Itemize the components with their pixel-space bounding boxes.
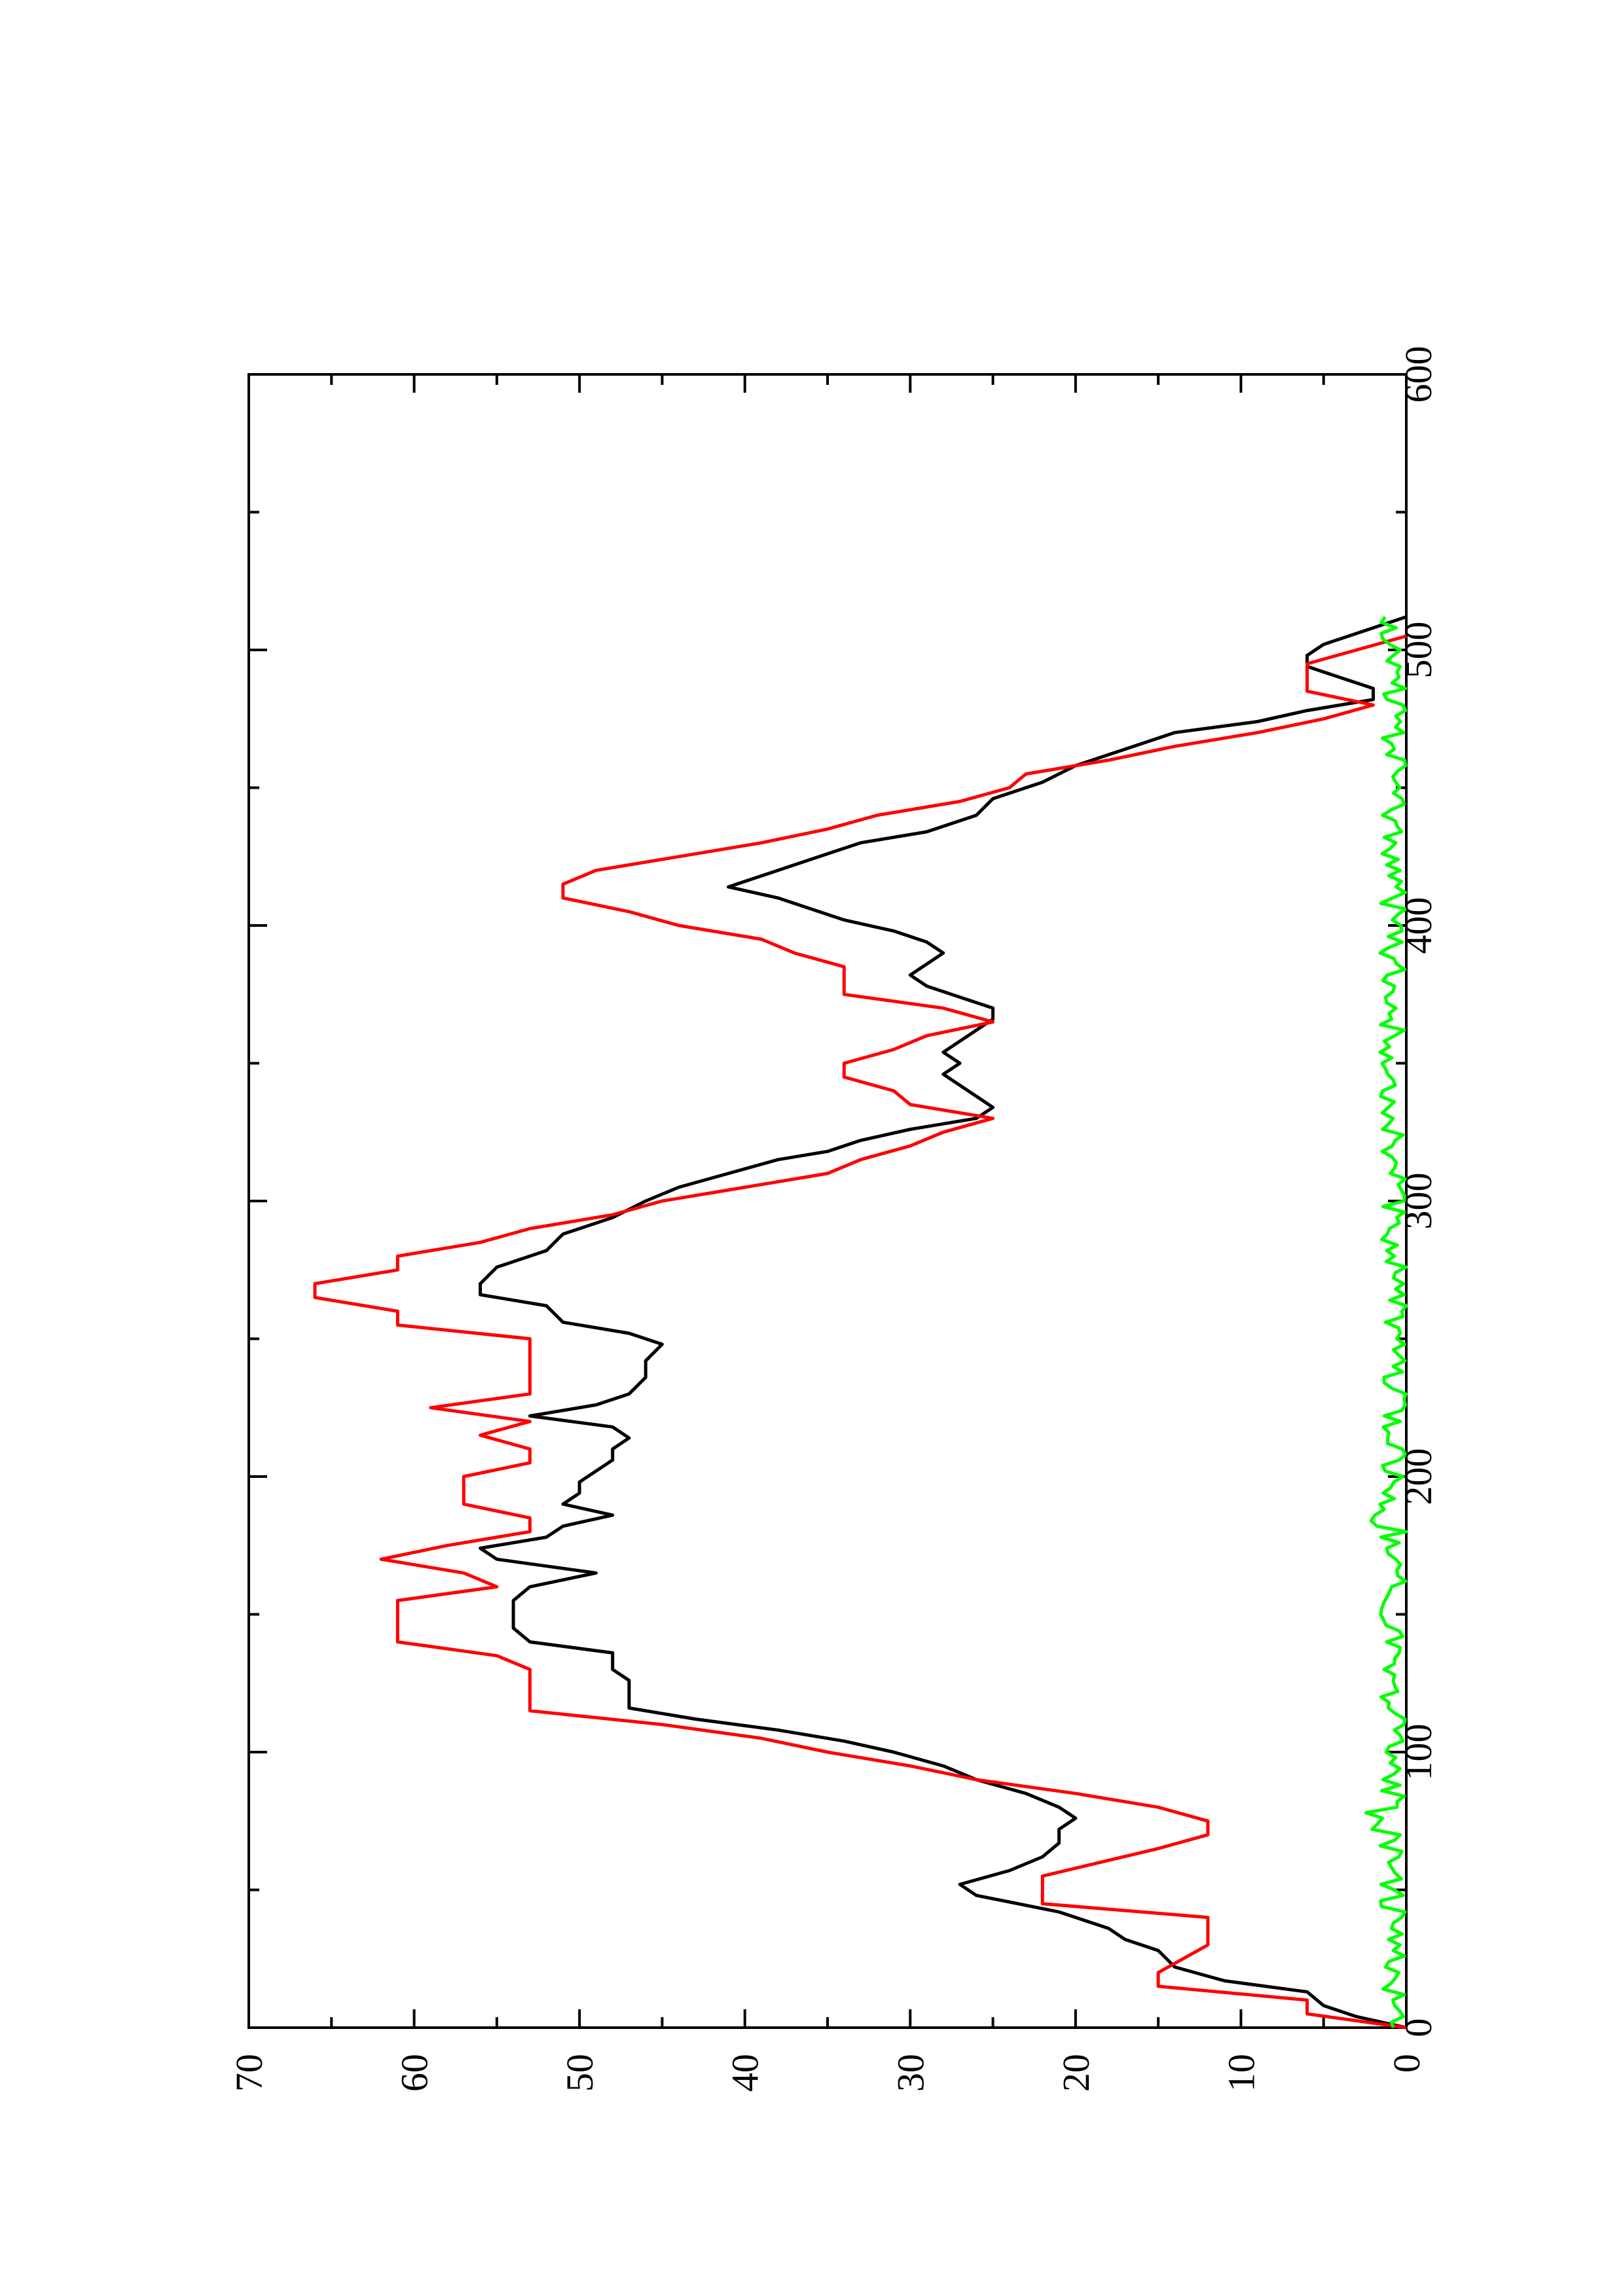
series-line-2 — [1364, 616, 1408, 2028]
series-group — [313, 615, 1408, 2030]
x-tick-label: 100 — [1397, 1724, 1440, 1781]
x-tick-label: 200 — [1397, 1448, 1440, 1505]
y-tick-label: 30 — [889, 2054, 932, 2092]
series-line-0 — [479, 615, 1407, 2030]
y-tick-label: 40 — [724, 2054, 767, 2092]
y-tick-label: 50 — [558, 2054, 601, 2092]
y-tick-label: 70 — [228, 2054, 270, 2092]
y-tick-label: 10 — [1220, 2054, 1262, 2092]
ticks — [247, 373, 1408, 2029]
x-tick-label: 400 — [1397, 897, 1440, 954]
y-tick-label: 20 — [1055, 2054, 1097, 2092]
series-line-1 — [313, 634, 1407, 2030]
x-tick-label: 500 — [1397, 622, 1440, 679]
tick-labels: 0 100 200 300 400 500 600 0 10 20 30 40 50 60 70 — [228, 346, 1440, 2092]
y-tick-label: 0 — [1385, 2054, 1428, 2073]
x-tick-label: 300 — [1397, 1173, 1440, 1230]
plot-frame — [247, 373, 1408, 2029]
x-tick-label: 0 — [1397, 2018, 1440, 2037]
x-tick-label: 600 — [1397, 346, 1440, 403]
y-tick-label: 60 — [393, 2054, 436, 2092]
